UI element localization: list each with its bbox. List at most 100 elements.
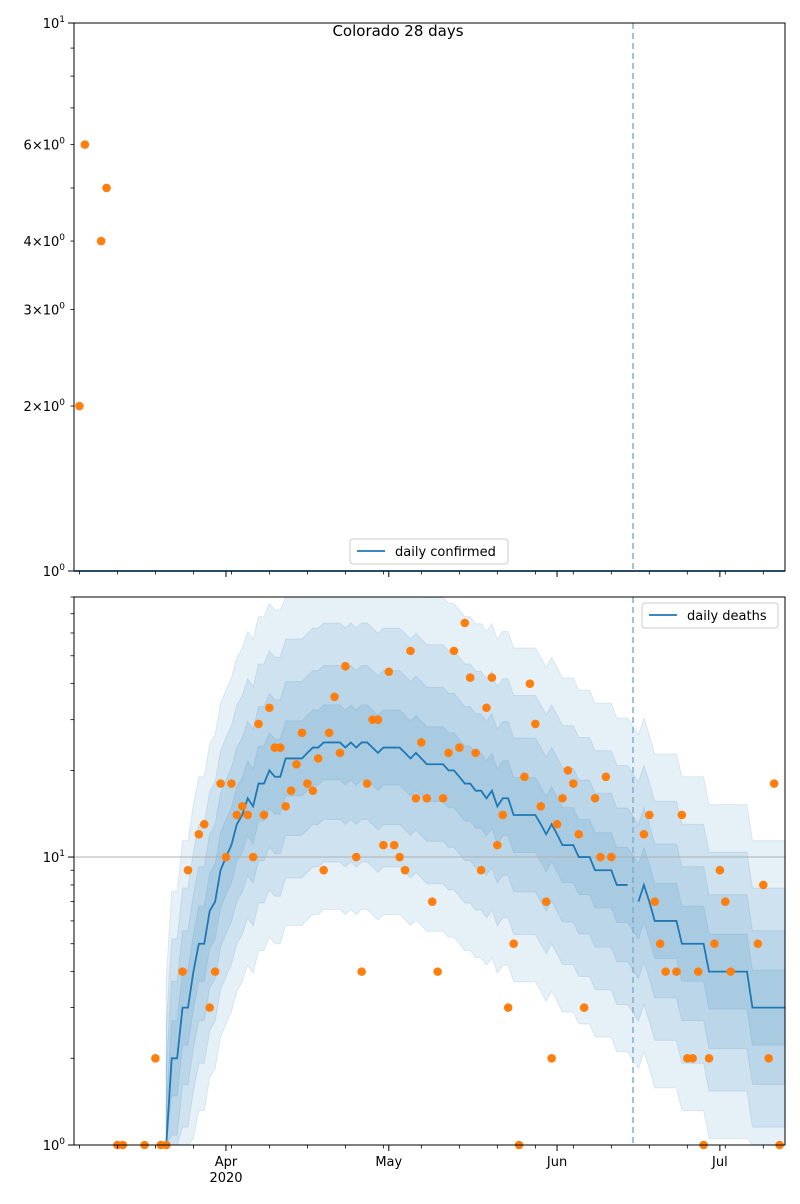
legend-label: daily deaths <box>687 609 767 624</box>
deaths-point <box>341 661 350 671</box>
y-tick-label: 6×100 <box>24 137 66 154</box>
deaths-point <box>248 852 258 862</box>
deaths-point <box>520 772 529 782</box>
legend: daily confirmed <box>349 538 509 565</box>
deaths-point <box>330 692 339 702</box>
deaths-point <box>389 840 399 850</box>
x-tick-label: Apr <box>215 1155 238 1170</box>
deaths-point <box>324 728 334 738</box>
deaths-point <box>607 852 616 862</box>
deaths-point <box>433 967 442 976</box>
deaths-point <box>509 939 518 949</box>
deaths-point <box>487 673 497 682</box>
deaths-point <box>449 646 459 656</box>
x-tick-label: Jul <box>711 1155 728 1170</box>
deaths-point <box>243 810 252 820</box>
confirmed-point <box>102 183 111 193</box>
deaths-point <box>227 779 236 788</box>
deaths-panel: 100 101 Apr May Jun Jul daily deaths <box>43 596 786 1170</box>
deaths-point <box>677 810 687 820</box>
deaths-point <box>444 748 453 758</box>
deaths-point <box>715 865 725 875</box>
daily-deaths-line <box>165 741 628 1146</box>
deaths-point <box>710 939 719 949</box>
x-tick-label: May <box>375 1155 402 1170</box>
deaths-point <box>753 939 763 949</box>
deaths-point <box>525 679 535 688</box>
deaths-point <box>265 703 274 713</box>
deaths-point <box>596 852 605 862</box>
legend-box <box>641 602 779 629</box>
axes-frame <box>73 596 786 1146</box>
deaths-point <box>313 754 323 763</box>
deaths-point <box>286 786 296 795</box>
chart-title: Colorado 28 days <box>332 22 463 40</box>
y-tick-label: 100 <box>43 563 66 580</box>
axes-frame <box>73 22 786 572</box>
deaths-point <box>758 880 768 890</box>
deaths-point <box>319 865 328 875</box>
deaths-point <box>275 743 285 752</box>
deaths-point <box>351 852 361 862</box>
deaths-point <box>308 786 318 795</box>
deaths-point <box>471 748 480 758</box>
deaths-point <box>384 667 394 677</box>
legend: daily deaths <box>641 602 779 629</box>
deaths-point <box>417 738 426 747</box>
deaths-point <box>373 715 383 724</box>
deaths-point <box>720 897 730 906</box>
deaths-point <box>194 829 204 839</box>
deaths-point <box>541 897 551 906</box>
y-tick-label: 100 <box>43 1137 66 1154</box>
deaths-point <box>178 967 187 976</box>
deaths-point <box>672 967 681 976</box>
deaths-point <box>379 840 388 850</box>
y-tick-label: 101 <box>43 15 65 32</box>
legend-label: daily confirmed <box>395 545 496 560</box>
deaths-point <box>547 1054 556 1063</box>
deaths-point <box>210 967 220 976</box>
deaths-point <box>216 779 225 788</box>
deaths-point <box>601 772 611 782</box>
deaths-point <box>726 967 736 976</box>
confirmed-point <box>75 401 84 411</box>
y-tick-label: 3×100 <box>24 302 66 319</box>
deaths-point <box>281 802 290 811</box>
deaths-point <box>531 719 540 729</box>
confirmed-point <box>96 236 106 246</box>
deaths-point <box>482 703 491 713</box>
deaths-point <box>422 793 432 803</box>
deaths-point <box>460 618 470 628</box>
deaths-point <box>688 1054 698 1063</box>
deaths-point <box>465 673 475 682</box>
deaths-point <box>232 810 242 820</box>
deaths-point <box>199 819 209 829</box>
deaths-point <box>574 829 584 839</box>
deaths-point <box>569 779 578 788</box>
legend-box <box>349 538 509 565</box>
deaths-point <box>590 793 600 803</box>
deaths-point <box>438 793 448 803</box>
deaths-point <box>411 793 421 803</box>
deaths-point <box>645 810 654 820</box>
deaths-point <box>254 719 263 729</box>
deaths-point <box>400 865 410 875</box>
deaths-point <box>552 819 562 829</box>
y-tick-label: 2×100 <box>24 398 66 415</box>
deaths-point <box>655 939 665 949</box>
deaths-point <box>536 802 546 811</box>
deaths-point <box>476 865 486 875</box>
deaths-point <box>650 897 660 906</box>
deaths-point <box>503 1003 513 1012</box>
deaths-point <box>362 779 372 788</box>
y-tick-label: 101 <box>43 849 65 866</box>
confirmed-panel: 100 101 2×100 3×100 4×100 6×100 daily confirme… <box>24 15 786 580</box>
deaths-point <box>455 743 464 752</box>
deaths-point <box>237 802 247 811</box>
deaths-point <box>661 967 670 976</box>
deaths-point <box>764 1054 774 1063</box>
deaths-point <box>205 1003 214 1012</box>
deaths-point <box>395 852 404 862</box>
x-tick-label: Jun <box>546 1155 567 1170</box>
